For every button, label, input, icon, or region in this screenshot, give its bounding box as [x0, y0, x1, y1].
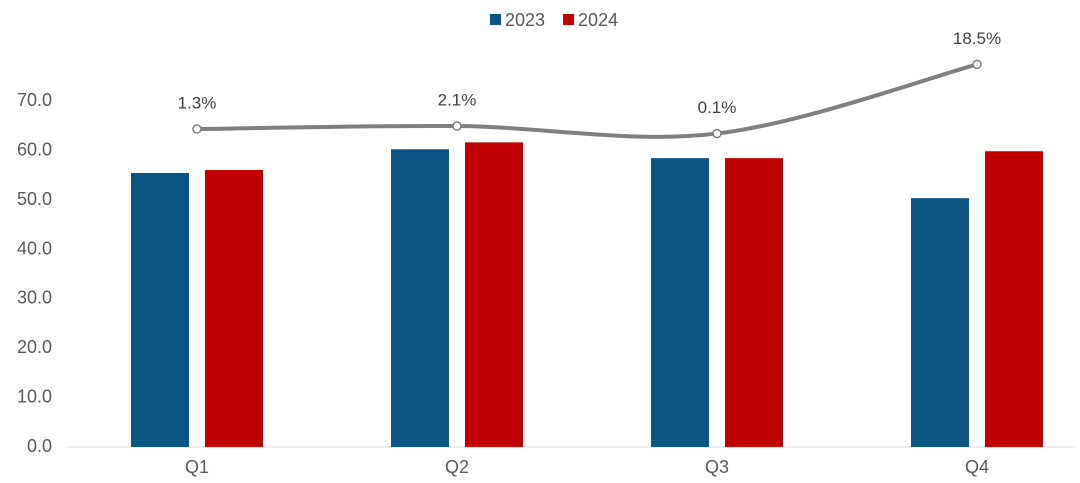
bar	[725, 158, 783, 447]
y-tick-label: 20.0	[17, 337, 52, 357]
bar	[205, 170, 263, 447]
legend-label: 2023	[505, 10, 545, 30]
y-tick-label: 10.0	[17, 386, 52, 406]
x-tick-label: Q1	[185, 457, 209, 477]
line-marker	[972, 59, 982, 70]
line-marker	[452, 121, 462, 131]
x-tick-label: Q2	[445, 457, 469, 477]
bar	[465, 142, 523, 447]
data-label: 18.5%	[953, 29, 1001, 48]
bar	[131, 172, 189, 447]
line-marker	[712, 128, 722, 139]
x-tick-label: Q3	[705, 457, 729, 477]
y-tick-label: 60.0	[17, 140, 52, 160]
line-marker	[192, 124, 202, 134]
bar	[391, 149, 449, 448]
legend-label: 2024	[578, 10, 618, 30]
y-tick-label: 0.0	[27, 436, 52, 456]
legend-swatch	[490, 14, 501, 25]
y-tick-label: 40.0	[17, 238, 52, 258]
legend-swatch	[563, 14, 575, 25]
data-label: 0.1%	[698, 98, 737, 117]
growth-line	[196, 62, 978, 139]
bar	[911, 198, 969, 447]
data-label: 2.1%	[438, 91, 477, 110]
bar	[651, 158, 709, 447]
y-tick-label: 70.0	[17, 90, 52, 110]
y-tick-label: 30.0	[17, 288, 52, 308]
x-tick-label: Q4	[965, 457, 989, 477]
bar	[985, 151, 1043, 447]
data-label: 1.3%	[178, 94, 217, 113]
y-tick-label: 50.0	[17, 189, 52, 209]
